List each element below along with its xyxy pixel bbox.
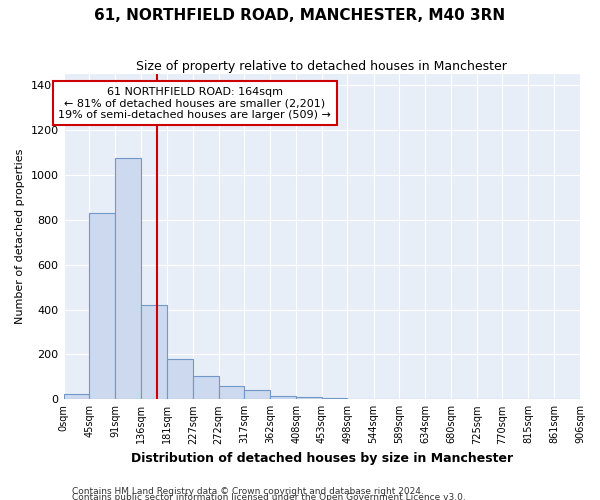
Bar bbox=[322, 398, 347, 400]
Text: 61, NORTHFIELD ROAD, MANCHESTER, M40 3RN: 61, NORTHFIELD ROAD, MANCHESTER, M40 3RN bbox=[94, 8, 506, 22]
Bar bbox=[89, 213, 115, 400]
Bar bbox=[244, 390, 270, 400]
Bar bbox=[296, 397, 322, 400]
Bar bbox=[193, 376, 218, 400]
Text: Contains HM Land Registry data © Crown copyright and database right 2024.: Contains HM Land Registry data © Crown c… bbox=[72, 486, 424, 496]
Bar bbox=[218, 386, 244, 400]
Bar bbox=[270, 396, 296, 400]
Bar bbox=[141, 305, 167, 400]
Text: 61 NORTHFIELD ROAD: 164sqm
← 81% of detached houses are smaller (2,201)
19% of s: 61 NORTHFIELD ROAD: 164sqm ← 81% of deta… bbox=[58, 86, 331, 120]
Bar bbox=[115, 158, 141, 400]
Title: Size of property relative to detached houses in Manchester: Size of property relative to detached ho… bbox=[136, 60, 507, 73]
Bar bbox=[167, 359, 193, 400]
Bar bbox=[64, 394, 89, 400]
Text: Contains public sector information licensed under the Open Government Licence v3: Contains public sector information licen… bbox=[72, 492, 466, 500]
X-axis label: Distribution of detached houses by size in Manchester: Distribution of detached houses by size … bbox=[131, 452, 513, 465]
Y-axis label: Number of detached properties: Number of detached properties bbox=[15, 149, 25, 324]
